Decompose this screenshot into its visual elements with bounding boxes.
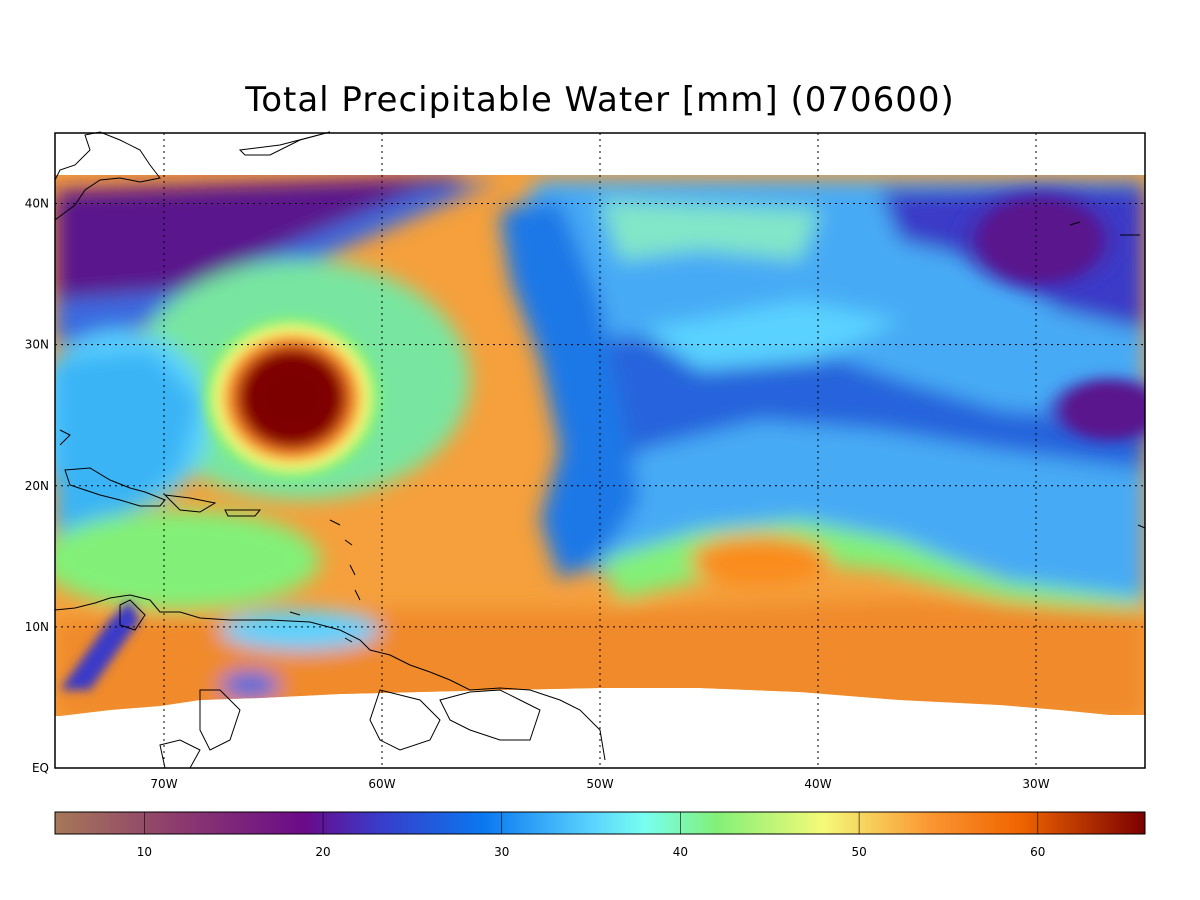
colorbar-tick-label: 50 — [851, 845, 866, 859]
colorbar-tick-label: 20 — [315, 845, 330, 859]
map-title: Total Precipitable Water [mm] (070600) — [245, 80, 955, 120]
cyclone-core — [200, 313, 384, 483]
lon-tick-label: 50W — [586, 777, 613, 791]
colorbar: 10 20 30 40 50 60 — [54, 811, 1146, 859]
lat-tick-label: 30N — [25, 338, 49, 352]
gridlines — [55, 133, 1145, 768]
colorbar-ticks: 10 20 30 40 50 60 — [137, 812, 1045, 859]
lon-tick-label: 60W — [368, 777, 395, 791]
moisture-field — [55, 175, 1145, 716]
colorbar-tick-label: 30 — [494, 845, 509, 859]
lon-tick-labels: 70W 60W 50W 40W 30W — [150, 777, 1049, 791]
colorbar-bar — [54, 811, 1146, 835]
colorbar-tick-label: 10 — [137, 845, 152, 859]
lon-tick-label: 30W — [1022, 777, 1049, 791]
colorbar-tick-label: 60 — [1030, 845, 1045, 859]
lat-tick-labels: EQ 10N 20N 30N 40N — [25, 197, 49, 775]
lat-tick-label: 40N — [25, 197, 49, 211]
lon-tick-label: 40W — [804, 777, 831, 791]
lon-tick-label: 70W — [150, 777, 177, 791]
lat-tick-label: EQ — [32, 761, 49, 775]
colorbar-tick-label: 40 — [673, 845, 688, 859]
lat-tick-label: 20N — [25, 479, 49, 493]
lat-tick-label: 10N — [25, 620, 49, 634]
